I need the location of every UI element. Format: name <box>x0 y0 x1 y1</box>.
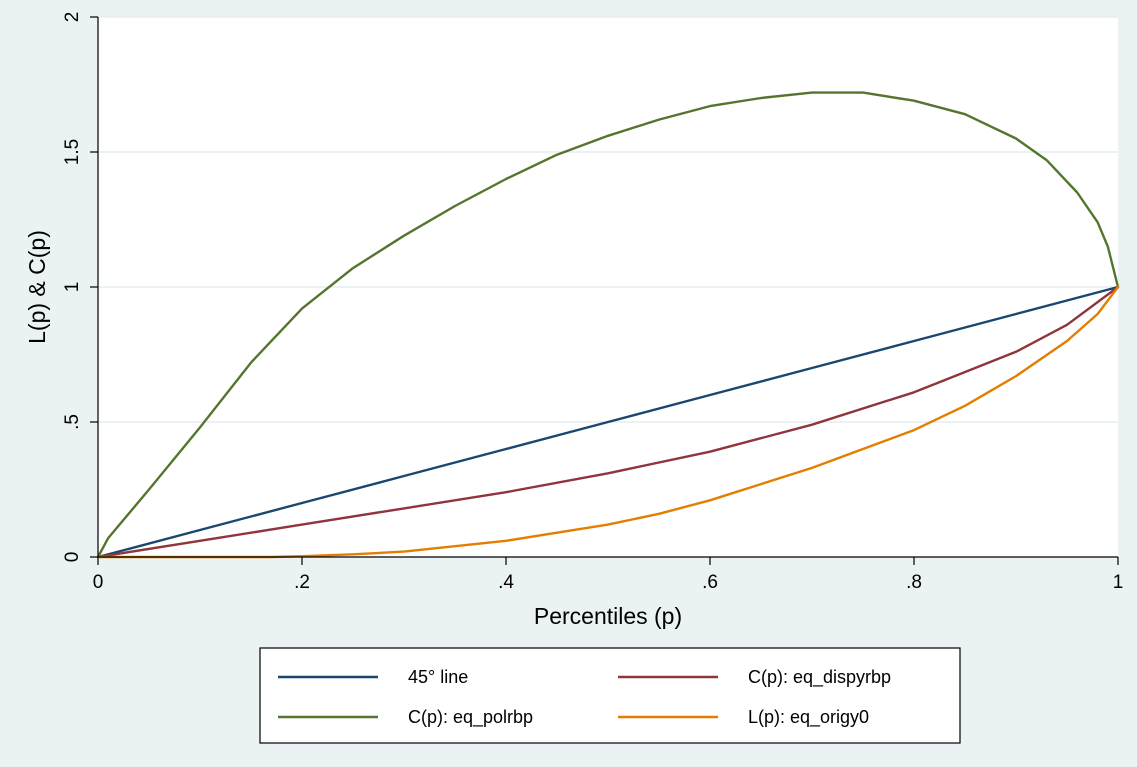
x-tick-label: 0 <box>93 572 104 593</box>
legend-box <box>260 648 960 743</box>
y-tick-label: 1 <box>62 282 83 293</box>
y-tick-label: 0 <box>62 552 83 563</box>
y-axis-title: L(p) & C(p) <box>24 230 50 344</box>
x-tick-label: .8 <box>906 572 922 593</box>
y-tick-label: .5 <box>62 414 83 430</box>
legend-label-3: L(p): eq_origy0 <box>748 707 869 728</box>
x-axis-title: Percentiles (p) <box>534 603 682 629</box>
x-tick-label: 1 <box>1113 572 1124 593</box>
y-tick-label: 2 <box>62 12 83 23</box>
y-ticks: 0 .5 1 1.5 2 <box>62 12 98 563</box>
x-tick-label: .6 <box>702 572 718 593</box>
legend-label-2: C(p): eq_polrbp <box>408 707 533 728</box>
legend-label-0: 45° line <box>408 667 468 687</box>
x-tick-label: .4 <box>498 572 514 593</box>
x-tick-label: .2 <box>294 572 310 593</box>
legend-label-1: C(p): eq_dispyrbp <box>748 667 891 688</box>
y-tick-label: 1.5 <box>62 139 83 165</box>
legend: 45° line C(p): eq_dispyrbp C(p): eq_polrbp… <box>260 648 960 743</box>
x-ticks: 0 .2 .4 .6 .8 1 <box>93 557 1124 593</box>
